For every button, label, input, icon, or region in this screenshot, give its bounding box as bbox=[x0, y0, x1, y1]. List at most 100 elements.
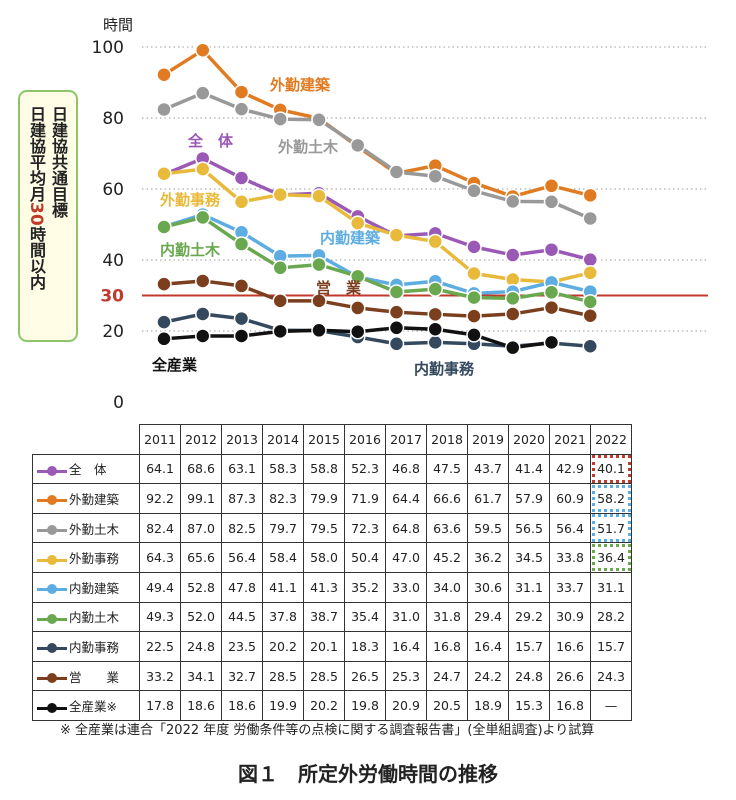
legend-marker bbox=[37, 672, 67, 684]
data-point-zensangyo bbox=[272, 323, 288, 340]
data-point-eigyo bbox=[543, 299, 560, 316]
table-series-name: 営 業 bbox=[69, 669, 120, 685]
table-cell: 56.4 bbox=[221, 542, 263, 573]
table-cell: 82.3 bbox=[262, 483, 304, 514]
data-point-naikin_jimu bbox=[427, 334, 443, 351]
table-cell: 30.9 bbox=[549, 601, 591, 633]
table-row-label: 内勤事務 bbox=[32, 631, 140, 662]
table-cell: 99.1 bbox=[180, 483, 222, 514]
series-label-naikin_doboku: 内勤土木 bbox=[160, 241, 221, 259]
data-point-zensangyo bbox=[543, 334, 560, 351]
table-row-label: 内勤建築 bbox=[32, 571, 140, 603]
table-cell: 29.2 bbox=[508, 601, 550, 633]
table-cell: 19.9 bbox=[262, 690, 304, 721]
table-cell: 31.8 bbox=[426, 601, 468, 633]
table-cell: 20.1 bbox=[303, 631, 345, 662]
target-note-col2: 日建協平均月30時間以内 bbox=[26, 106, 46, 290]
table-row-label: 全 体 bbox=[32, 453, 140, 485]
table-series-name: 全 体 bbox=[69, 462, 107, 478]
data-point-naikin_jimu bbox=[582, 338, 598, 355]
data-point-eigyo bbox=[195, 273, 211, 289]
data-point-naikin_jimu bbox=[156, 314, 172, 330]
data-point-zentai bbox=[233, 170, 250, 186]
table-cell: 60.9 bbox=[549, 483, 591, 514]
legend-marker bbox=[37, 642, 67, 654]
table-cell: 49.3 bbox=[139, 601, 181, 633]
table-cell: 36.4 bbox=[590, 542, 632, 573]
data-point-eigyo bbox=[311, 293, 327, 309]
table-row: 外勤事務 64.3 65.6 56.4 58.4 58.0 50.4 47.0 45.2 36.2… bbox=[32, 542, 632, 573]
table-cell: 64.1 bbox=[139, 453, 181, 485]
table-cell: 28.2 bbox=[590, 601, 632, 633]
table-row-label: 内勤土木 bbox=[32, 601, 140, 633]
table-cell: 30.6 bbox=[467, 571, 509, 603]
table-cell: 18.3 bbox=[344, 631, 386, 662]
table-cell: 52.3 bbox=[344, 453, 386, 485]
series-line-gaikin_kenchiku bbox=[163, 48, 591, 199]
table-cell: 68.6 bbox=[180, 453, 222, 485]
table-cell: 66.6 bbox=[426, 483, 468, 514]
table-cell: 79.7 bbox=[262, 512, 304, 544]
data-point-eigyo bbox=[388, 304, 405, 320]
data-point-zensangyo bbox=[233, 328, 250, 344]
table-cell: 49.4 bbox=[139, 571, 181, 603]
table-cell: — bbox=[590, 690, 632, 721]
table-row: 全 体 64.1 68.6 63.1 58.3 58.8 52.3 46.8 47.5 43.7 4… bbox=[32, 453, 632, 485]
data-point-eigyo bbox=[427, 306, 443, 323]
data-point-zensangyo bbox=[311, 322, 327, 339]
data-point-zensangyo bbox=[505, 339, 521, 356]
data-point-gaikin_jimu bbox=[195, 161, 211, 177]
table-cell: 24.7 bbox=[426, 660, 468, 692]
table-series-name: 外勤事務 bbox=[69, 551, 120, 567]
data-point-gaikin_jimu bbox=[156, 165, 172, 182]
table-cell: 44.5 bbox=[221, 601, 263, 633]
series-label-naikin_kenchiku: 内勤建築 bbox=[320, 229, 381, 247]
table-cell: 92.2 bbox=[139, 483, 181, 514]
table-cell: 38.7 bbox=[303, 601, 345, 633]
series-line-eigyo bbox=[163, 279, 591, 318]
table-cell: 79.9 bbox=[303, 483, 345, 514]
data-point-naikin_doboku bbox=[466, 289, 482, 306]
table-cell: 28.5 bbox=[303, 660, 345, 692]
series-label-gaikin_kenchiku: 外勤建築 bbox=[269, 76, 331, 94]
table-year-header: 2020 bbox=[508, 424, 550, 455]
table-cell: 28.5 bbox=[262, 660, 304, 692]
y-tick-label: 100 bbox=[92, 38, 124, 58]
legend-marker bbox=[37, 554, 67, 566]
table-cell: 65.6 bbox=[180, 542, 222, 573]
table-series-name: 全産業※ bbox=[69, 699, 117, 715]
data-point-zensangyo bbox=[195, 328, 211, 344]
table-cell: 47.8 bbox=[221, 571, 263, 603]
table-cell: 20.9 bbox=[385, 690, 427, 721]
table-cell: 35.4 bbox=[344, 601, 386, 633]
table-cell: 37.8 bbox=[262, 601, 304, 633]
table-cell: 50.4 bbox=[344, 542, 386, 573]
table-cell: 33.7 bbox=[549, 571, 591, 603]
data-table: 2011 2012 2013 2014 2015 2016 2017 2018 2019 2020… bbox=[32, 424, 632, 721]
data-point-zentai bbox=[543, 241, 560, 258]
table-cell: 52.8 bbox=[180, 571, 222, 603]
table-cell: 58.8 bbox=[303, 453, 345, 485]
table-series-name: 外勤土木 bbox=[69, 521, 120, 537]
data-point-gaikin_jimu bbox=[582, 265, 598, 281]
table-row-label: 全産業※ bbox=[32, 690, 140, 721]
table-cell: 40.1 bbox=[590, 453, 632, 485]
series-label-gaikin_doboku: 外勤土木 bbox=[277, 138, 339, 156]
table-cell: 57.9 bbox=[508, 483, 550, 514]
data-point-naikin_jimu bbox=[233, 310, 250, 327]
table-cell: 16.8 bbox=[426, 631, 468, 662]
data-point-gaikin_doboku bbox=[156, 101, 172, 118]
data-point-gaikin_doboku bbox=[350, 137, 366, 154]
table-cell: 24.3 bbox=[590, 660, 632, 692]
table-row-label: 外勤事務 bbox=[32, 542, 140, 573]
data-point-naikin_doboku bbox=[233, 236, 250, 252]
table-corner bbox=[32, 424, 140, 455]
table-cell: 19.8 bbox=[344, 690, 386, 721]
table-cell: 35.2 bbox=[344, 571, 386, 603]
series-label-zensangyo: 全産業 bbox=[151, 356, 198, 374]
table-cell: 82.4 bbox=[139, 512, 181, 544]
table-cell: 64.3 bbox=[139, 542, 181, 573]
data-point-zentai bbox=[466, 239, 482, 255]
table-row-label: 営 業 bbox=[32, 660, 140, 692]
table-cell: 29.4 bbox=[467, 601, 509, 633]
